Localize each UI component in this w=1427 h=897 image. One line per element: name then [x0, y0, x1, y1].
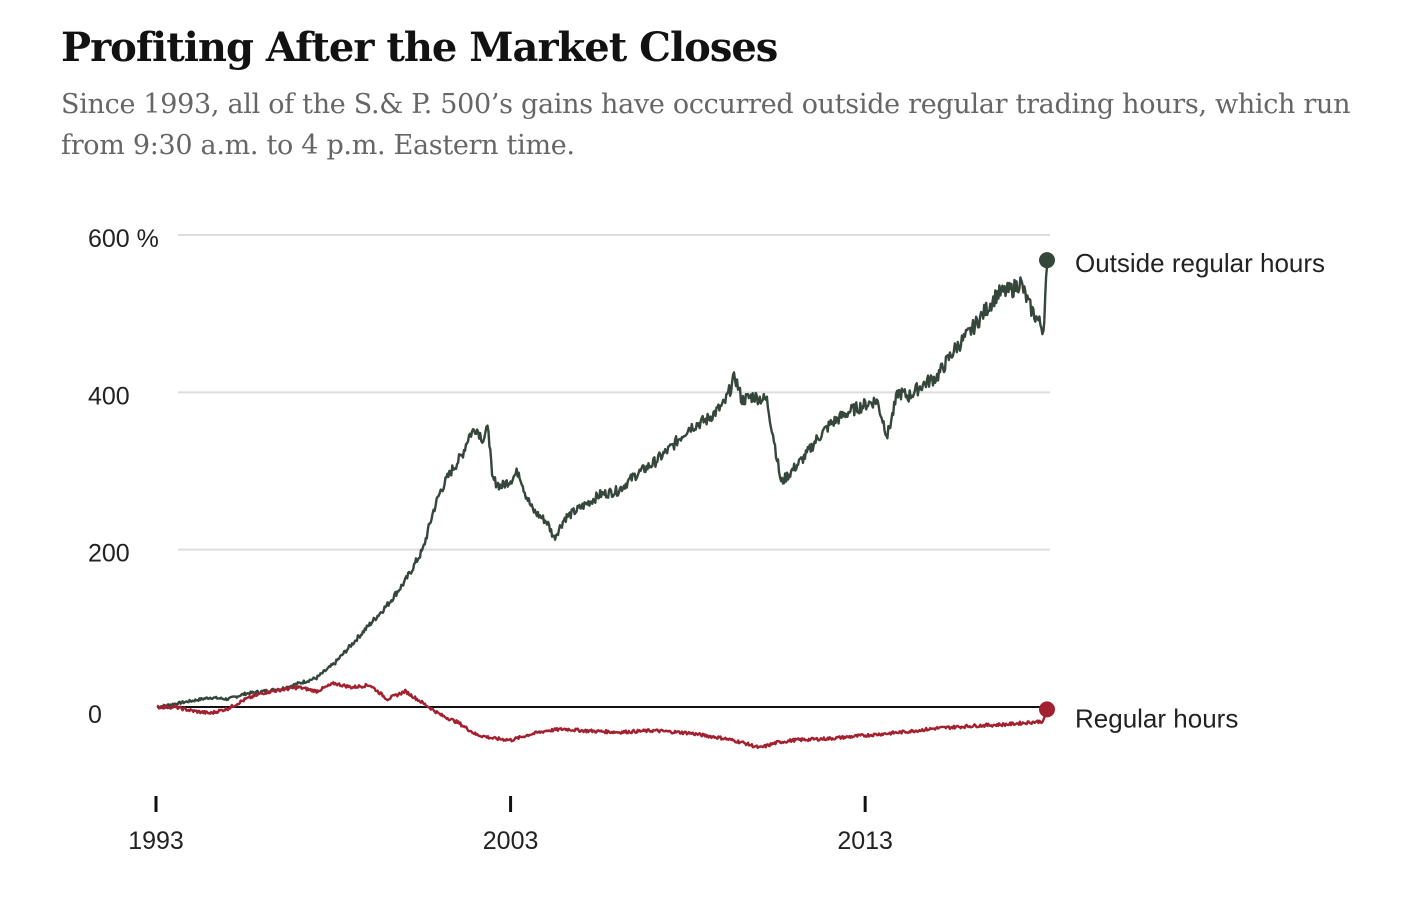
end-point-marker — [1039, 252, 1055, 269]
series-label: Outside regular hours — [1075, 248, 1325, 278]
x-axis: 1993 2003 2013 — [128, 796, 893, 855]
series-group: Outside regular hours Regular hours — [156, 248, 1325, 750]
y-tick-label: 400 — [88, 382, 130, 410]
y-tick-label: 600 % — [88, 225, 159, 253]
y-tick-label: 0 — [88, 701, 102, 729]
x-tick-label: 2013 — [837, 827, 893, 855]
series-line-outside-hours — [156, 266, 1049, 709]
y-axis: 600 % 400 200 0 — [88, 225, 159, 729]
y-tick-label: 200 — [88, 540, 130, 568]
series-line-regular-hours — [156, 681, 1049, 750]
series-label: Regular hours — [1075, 703, 1238, 733]
chart-title: Profiting After the Market Closes — [61, 24, 778, 71]
x-tick-label: 2003 — [483, 827, 539, 855]
chart-subtitle: Since 1993, all of the S.& P. 500’s gain… — [61, 89, 1351, 161]
x-tick-label: 1993 — [128, 827, 184, 855]
end-point-marker — [1039, 701, 1055, 718]
